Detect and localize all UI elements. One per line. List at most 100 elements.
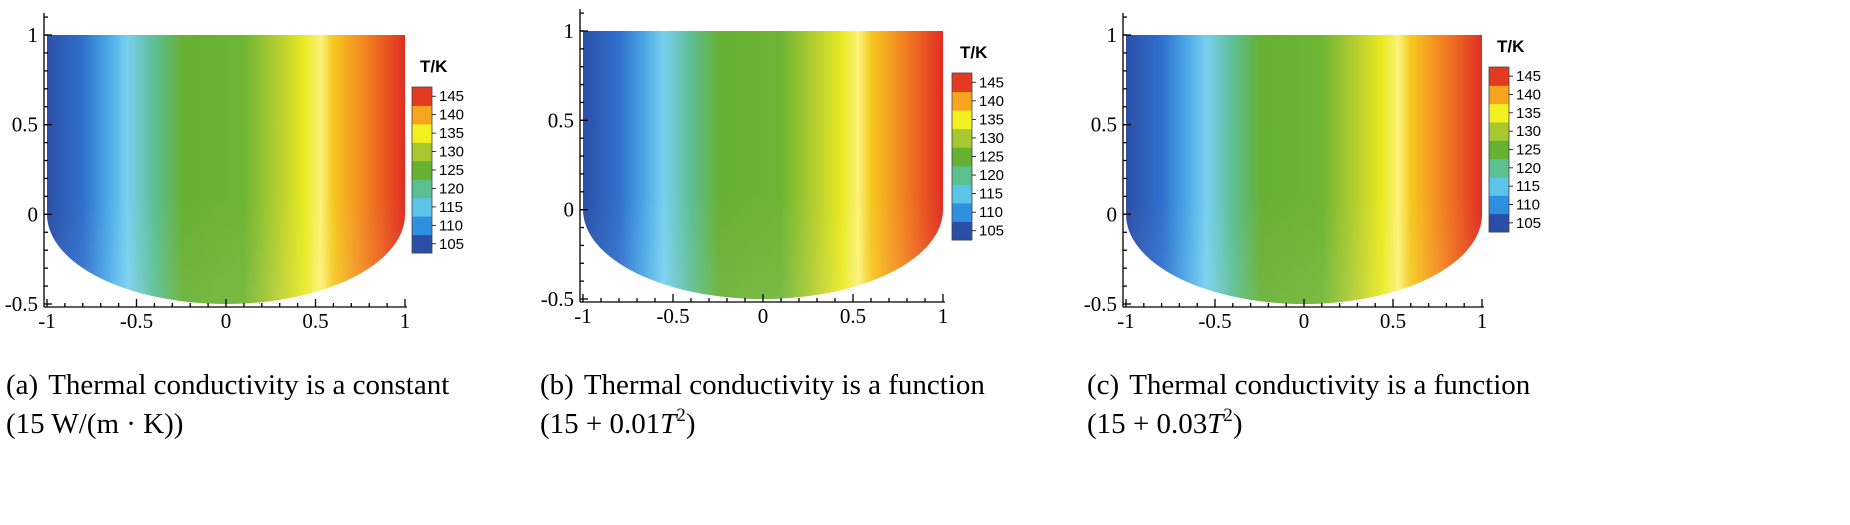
- y-tick-label: 0.5: [12, 113, 38, 137]
- caption-b: (b) Thermal conductivity is a function (1…: [540, 366, 985, 445]
- colorbar-swatch: [952, 165, 972, 185]
- caption-a: (a) Thermal conductivity is a constant (1…: [6, 366, 449, 445]
- colorbar-swatch: [412, 142, 432, 162]
- colorbar-tick-label: 120: [979, 167, 1004, 184]
- x-tick-label: 1: [938, 304, 949, 328]
- colorbar-swatch: [1489, 140, 1509, 160]
- x-tick-label: 0.5: [302, 309, 328, 333]
- colorbar-tick-label: 130: [979, 130, 1004, 147]
- colorbar-swatch: [412, 123, 432, 143]
- field-shading: [47, 35, 405, 304]
- field-shading: [1126, 35, 1482, 304]
- colorbar-tick-label: 110: [979, 204, 1003, 221]
- colorbar-tick-label: 120: [439, 180, 464, 197]
- colorbar-swatch: [952, 221, 972, 241]
- colorbar-swatch: [1489, 213, 1509, 233]
- y-tick-label: -0.5: [1084, 292, 1117, 316]
- colorbar-swatch: [952, 128, 972, 148]
- colorbar-tick-label: 115: [1516, 178, 1540, 195]
- colorbar-swatch: [412, 105, 432, 125]
- x-tick-label: 0: [221, 309, 232, 333]
- colorbar-swatch: [412, 234, 432, 254]
- y-tick-label: -0.5: [541, 287, 574, 311]
- x-tick-label: -1: [574, 304, 592, 328]
- axes: [1122, 13, 1484, 308]
- caption-formula: (15 + 0.03T2): [1087, 405, 1243, 441]
- colorbar-tick-label: 125: [979, 149, 1004, 166]
- y-tick-label: 1: [28, 23, 39, 47]
- axes: [579, 9, 945, 303]
- caption-text: Thermal conductivity is a constant: [48, 369, 450, 401]
- y-tick-label: 0.5: [548, 108, 574, 132]
- caption-text: Thermal conductivity is a function: [583, 369, 985, 401]
- colorbar-tick-label: 105: [439, 236, 464, 253]
- colorbar-title: T/K: [420, 57, 448, 76]
- colorbar-tick-label: 125: [439, 162, 464, 179]
- colorbar-title: T/K: [1497, 37, 1525, 56]
- colorbar-tick-label: 125: [1516, 142, 1541, 159]
- colorbar-swatch: [1489, 67, 1509, 86]
- colorbar-swatch: [1489, 85, 1509, 105]
- axes: [43, 13, 407, 308]
- colorbar-swatch: [952, 147, 972, 167]
- colorbar-tick-label: 130: [439, 144, 464, 161]
- colorbar-swatch: [1489, 195, 1509, 215]
- colorbar-tick-label: 120: [1516, 160, 1541, 177]
- x-tick-label: 0: [1299, 309, 1310, 333]
- colorbar-swatch: [412, 197, 432, 217]
- x-tick-label: -1: [1117, 309, 1135, 333]
- colorbar-swatch: [952, 73, 972, 93]
- y-tick-label: 0.5: [1091, 113, 1117, 137]
- colorbar-swatch: [1489, 103, 1509, 123]
- colorbar-swatch: [952, 91, 972, 111]
- y-tick-label: 0: [564, 198, 575, 222]
- panel-a: -1 -0.5 0 0.5 110.50-0.5T/K10511011512012513…: [5, 13, 464, 333]
- caption-formula: (15 W/(m · K)): [6, 408, 184, 441]
- colorbar-tick-label: 140: [439, 107, 464, 124]
- colorbar-swatch: [412, 216, 432, 236]
- caption-c: (c) Thermal conductivity is a function (1…: [1087, 366, 1530, 445]
- colorbar-tick-label: 110: [439, 217, 463, 234]
- colorbar-tick-label: 105: [979, 223, 1004, 240]
- colorbar-swatch: [412, 160, 432, 180]
- x-tick-label: 1: [1477, 309, 1488, 333]
- y-tick-label: 0: [1107, 202, 1118, 226]
- colorbar-tick-label: 145: [1516, 68, 1541, 85]
- x-tick-label: 0.5: [840, 304, 866, 328]
- y-tick-label: -0.5: [5, 292, 38, 316]
- colorbar-tick-label: 145: [979, 74, 1004, 91]
- colorbar-swatch: [952, 184, 972, 204]
- panel-b: -1 -0.5 0 0.5 110.50-0.5T/K10511011512012513…: [541, 9, 1004, 328]
- x-tick-label: 0: [758, 304, 769, 328]
- colorbar-swatch: [412, 87, 432, 106]
- caption-tag: (a): [6, 369, 39, 401]
- colorbar-swatch: [952, 202, 972, 222]
- colorbar-tick-label: 115: [439, 199, 463, 216]
- colorbar-tick-label: 145: [439, 88, 464, 105]
- colorbar-tick-label: 110: [1516, 197, 1540, 214]
- colorbar-tick-label: 135: [979, 111, 1004, 128]
- y-tick-label: 1: [1107, 23, 1118, 47]
- colorbar-title: T/K: [960, 43, 988, 62]
- x-tick-label: -0.5: [656, 304, 689, 328]
- caption-text: Thermal conductivity is a function: [1129, 369, 1531, 401]
- colorbar-swatch: [1489, 177, 1509, 196]
- colorbar-tick-label: 115: [979, 186, 1003, 203]
- caption-tag: (b): [540, 369, 574, 401]
- colorbar-swatch: [1489, 122, 1509, 141]
- x-tick-label: 1: [400, 309, 411, 333]
- colorbar-tick-label: 135: [439, 125, 464, 142]
- x-tick-label: 0.5: [1380, 309, 1406, 333]
- colorbar-tick-label: 135: [1516, 105, 1541, 122]
- y-tick-label: 1: [564, 19, 575, 43]
- colorbar-tick-label: 105: [1516, 215, 1541, 232]
- field-shading: [583, 31, 943, 299]
- x-tick-label: -1: [38, 309, 56, 333]
- colorbar-swatch: [952, 110, 972, 130]
- colorbar-tick-label: 130: [1516, 123, 1541, 140]
- colorbar-tick-label: 140: [1516, 87, 1541, 104]
